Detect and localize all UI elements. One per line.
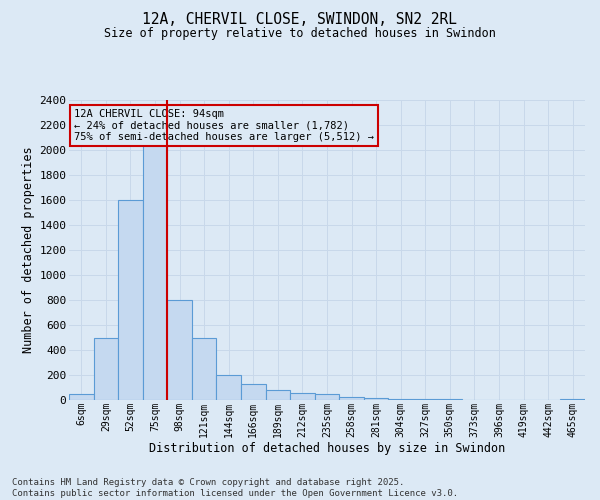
Bar xyxy=(364,398,388,400)
Bar xyxy=(192,338,217,400)
Bar xyxy=(388,399,413,400)
Bar xyxy=(241,384,266,400)
Text: Size of property relative to detached houses in Swindon: Size of property relative to detached ho… xyxy=(104,28,496,40)
Text: Contains HM Land Registry data © Crown copyright and database right 2025.
Contai: Contains HM Land Registry data © Crown c… xyxy=(12,478,458,498)
Text: 12A, CHERVIL CLOSE, SWINDON, SN2 2RL: 12A, CHERVIL CLOSE, SWINDON, SN2 2RL xyxy=(143,12,458,28)
Bar xyxy=(94,338,118,400)
Y-axis label: Number of detached properties: Number of detached properties xyxy=(22,146,35,354)
Bar xyxy=(118,200,143,400)
Bar xyxy=(339,397,364,400)
Bar xyxy=(143,144,167,400)
X-axis label: Distribution of detached houses by size in Swindon: Distribution of detached houses by size … xyxy=(149,442,505,455)
Text: 12A CHERVIL CLOSE: 94sqm
← 24% of detached houses are smaller (1,782)
75% of sem: 12A CHERVIL CLOSE: 94sqm ← 24% of detach… xyxy=(74,109,374,142)
Bar xyxy=(315,394,339,400)
Bar xyxy=(266,390,290,400)
Bar xyxy=(69,394,94,400)
Bar xyxy=(167,300,192,400)
Bar xyxy=(217,375,241,400)
Bar xyxy=(413,399,437,400)
Bar xyxy=(290,392,315,400)
